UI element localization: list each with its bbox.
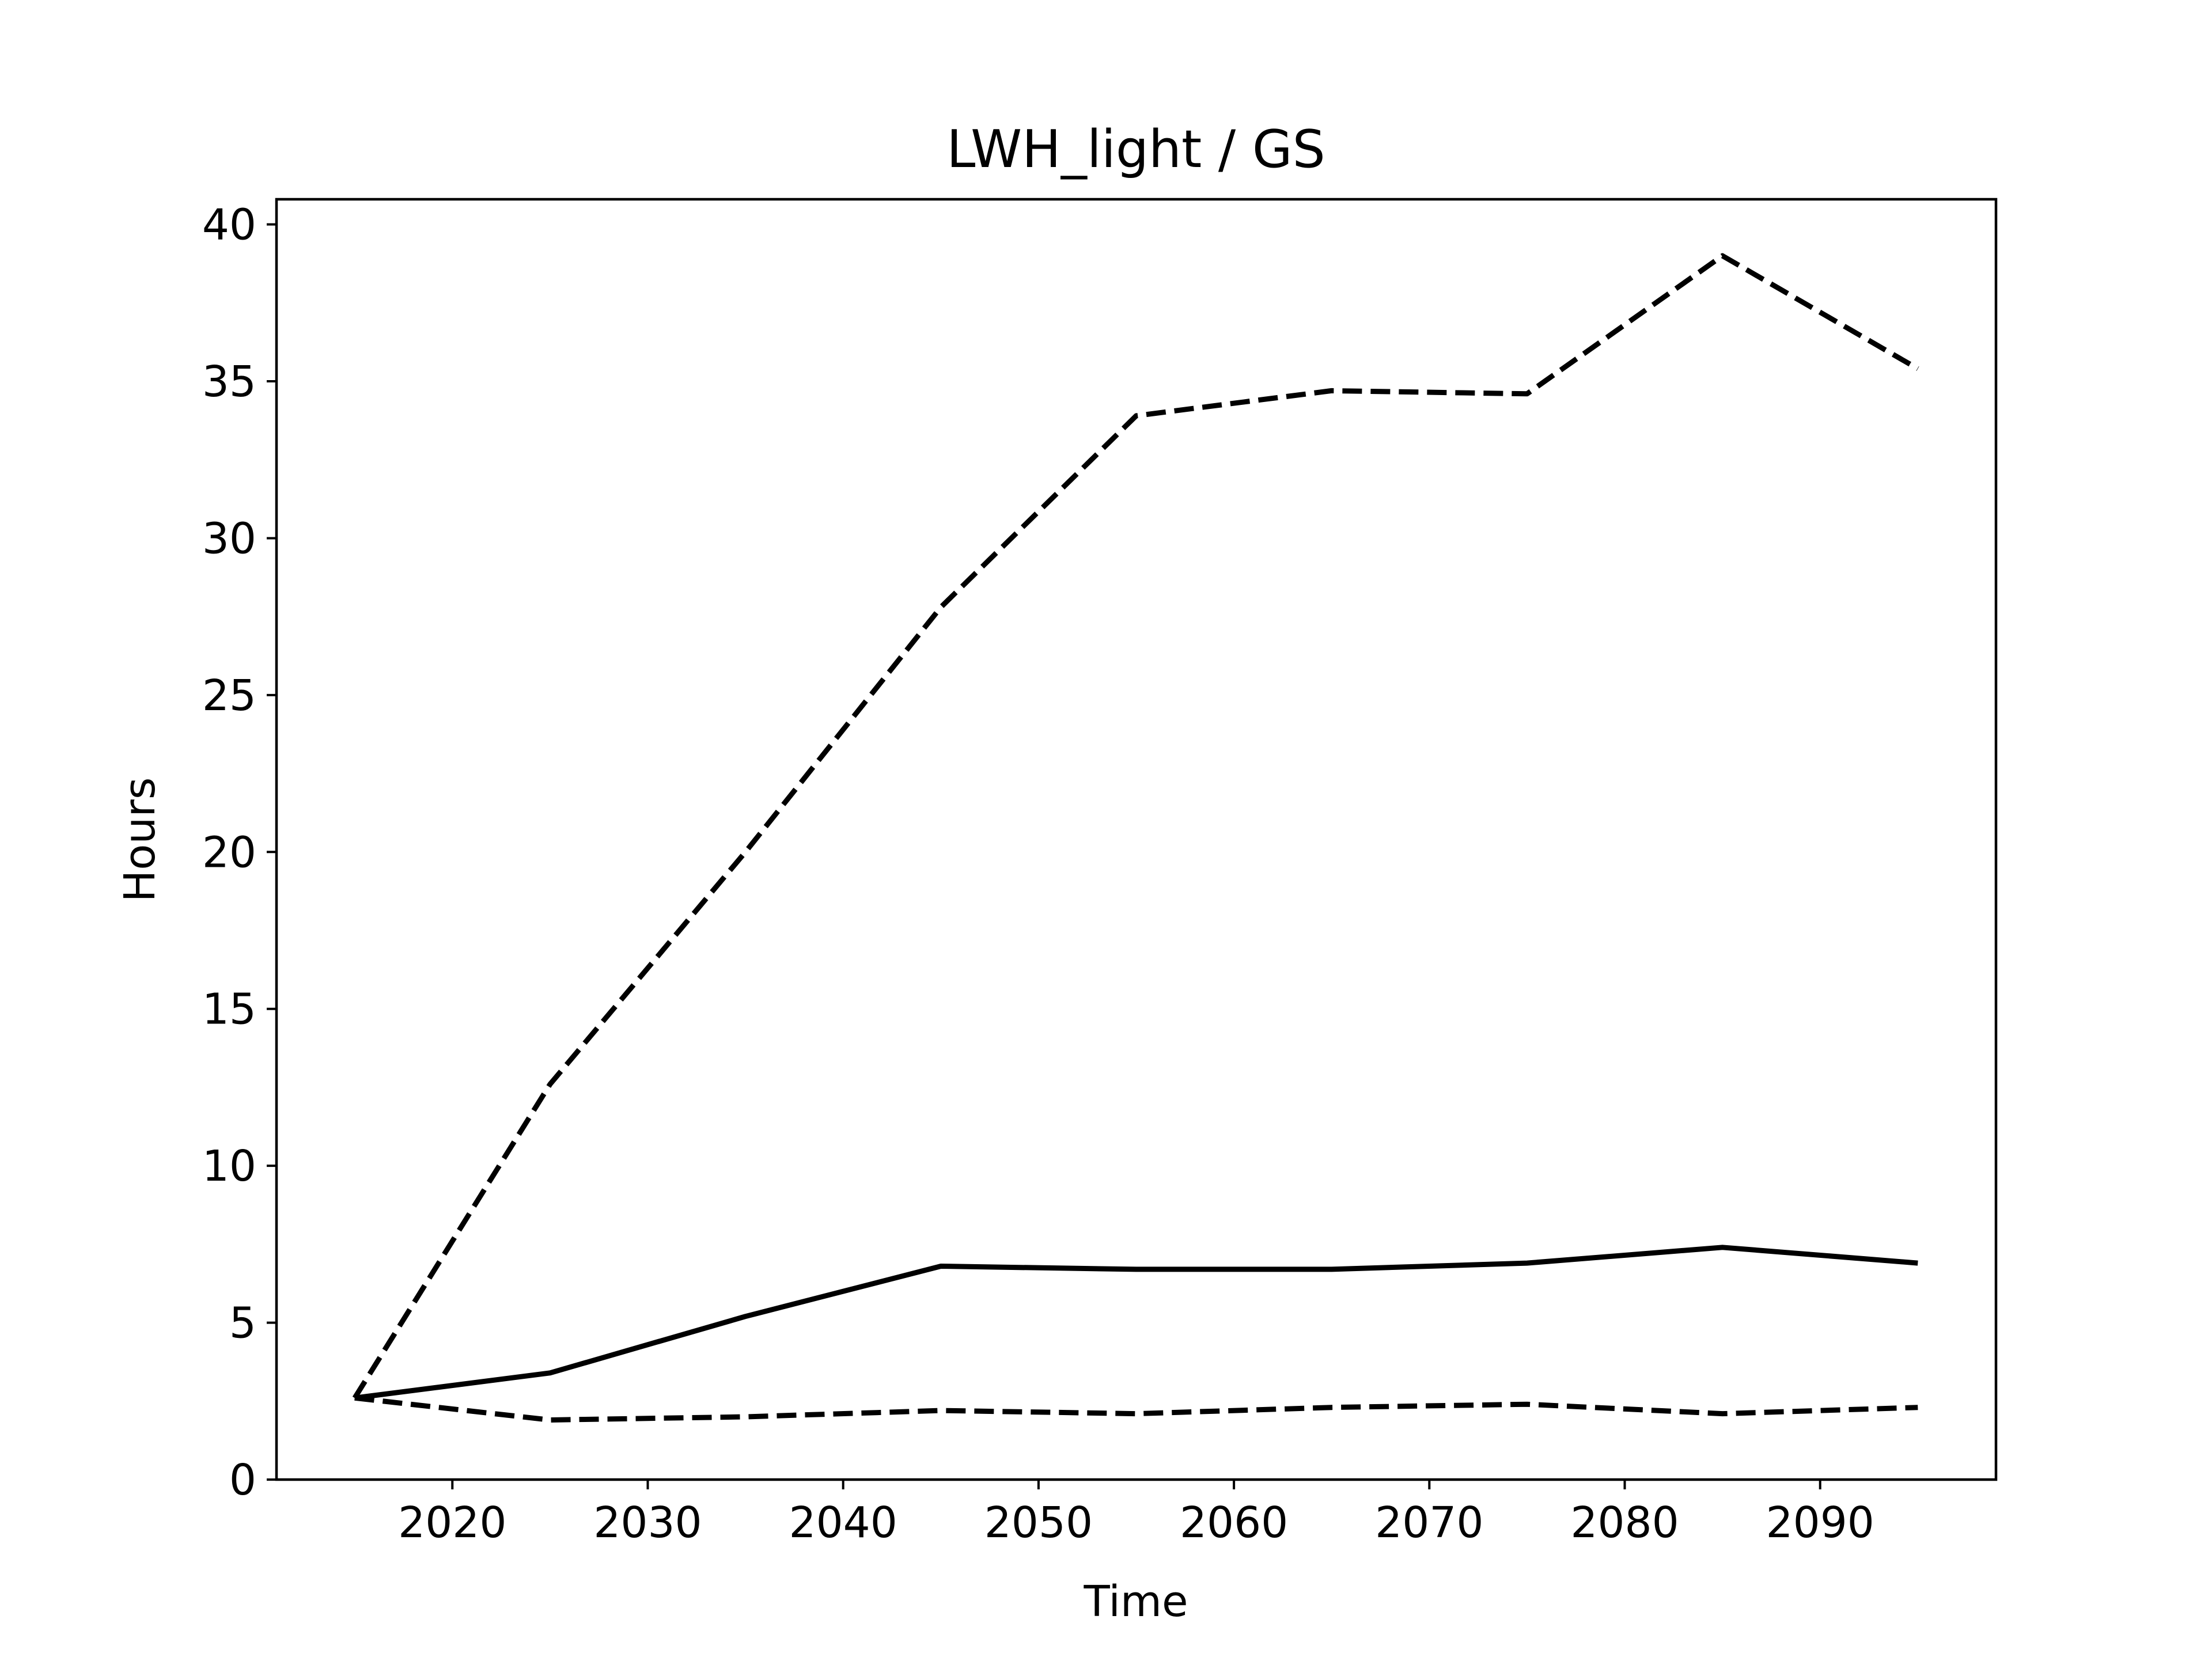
x-tick-label: 2090 [1766, 1498, 1874, 1548]
series-layer [352, 253, 1919, 1423]
x-tick-label: 2020 [398, 1498, 506, 1548]
x-tick-label: 2060 [1180, 1498, 1288, 1548]
y-tick-label: 10 [202, 1142, 256, 1191]
y-tick-label: 30 [202, 514, 256, 563]
y-tick-label: 0 [229, 1455, 256, 1505]
series-line-2 [354, 1245, 1918, 1401]
series-line-3 [354, 1395, 1918, 1423]
x-axis-label: Time [1083, 1577, 1188, 1626]
chart-title: LWH_light / GS [946, 119, 1325, 180]
x-tick-label: 2030 [593, 1498, 702, 1548]
y-tick-label: 20 [202, 828, 256, 877]
x-axis: 2020 2030 2040 2050 2060 2070 2080 2090 [398, 1480, 1874, 1548]
x-tick-label: 2080 [1570, 1498, 1679, 1548]
y-tick-label: 25 [202, 671, 256, 720]
y-tick-label: 35 [202, 357, 256, 407]
plot-area-frame [275, 198, 1998, 1481]
y-axis: 0 5 10 15 20 25 30 35 40 [202, 200, 276, 1505]
x-tick-label: 2070 [1375, 1498, 1483, 1548]
y-axis-label: Hours [115, 778, 165, 902]
series-line-1 [352, 253, 1919, 1400]
y-tick-label: 5 [229, 1299, 256, 1348]
y-tick-label: 40 [202, 200, 256, 250]
x-tick-label: 2040 [789, 1498, 897, 1548]
x-tick-label: 2050 [984, 1498, 1093, 1548]
y-tick-label: 15 [202, 985, 256, 1034]
